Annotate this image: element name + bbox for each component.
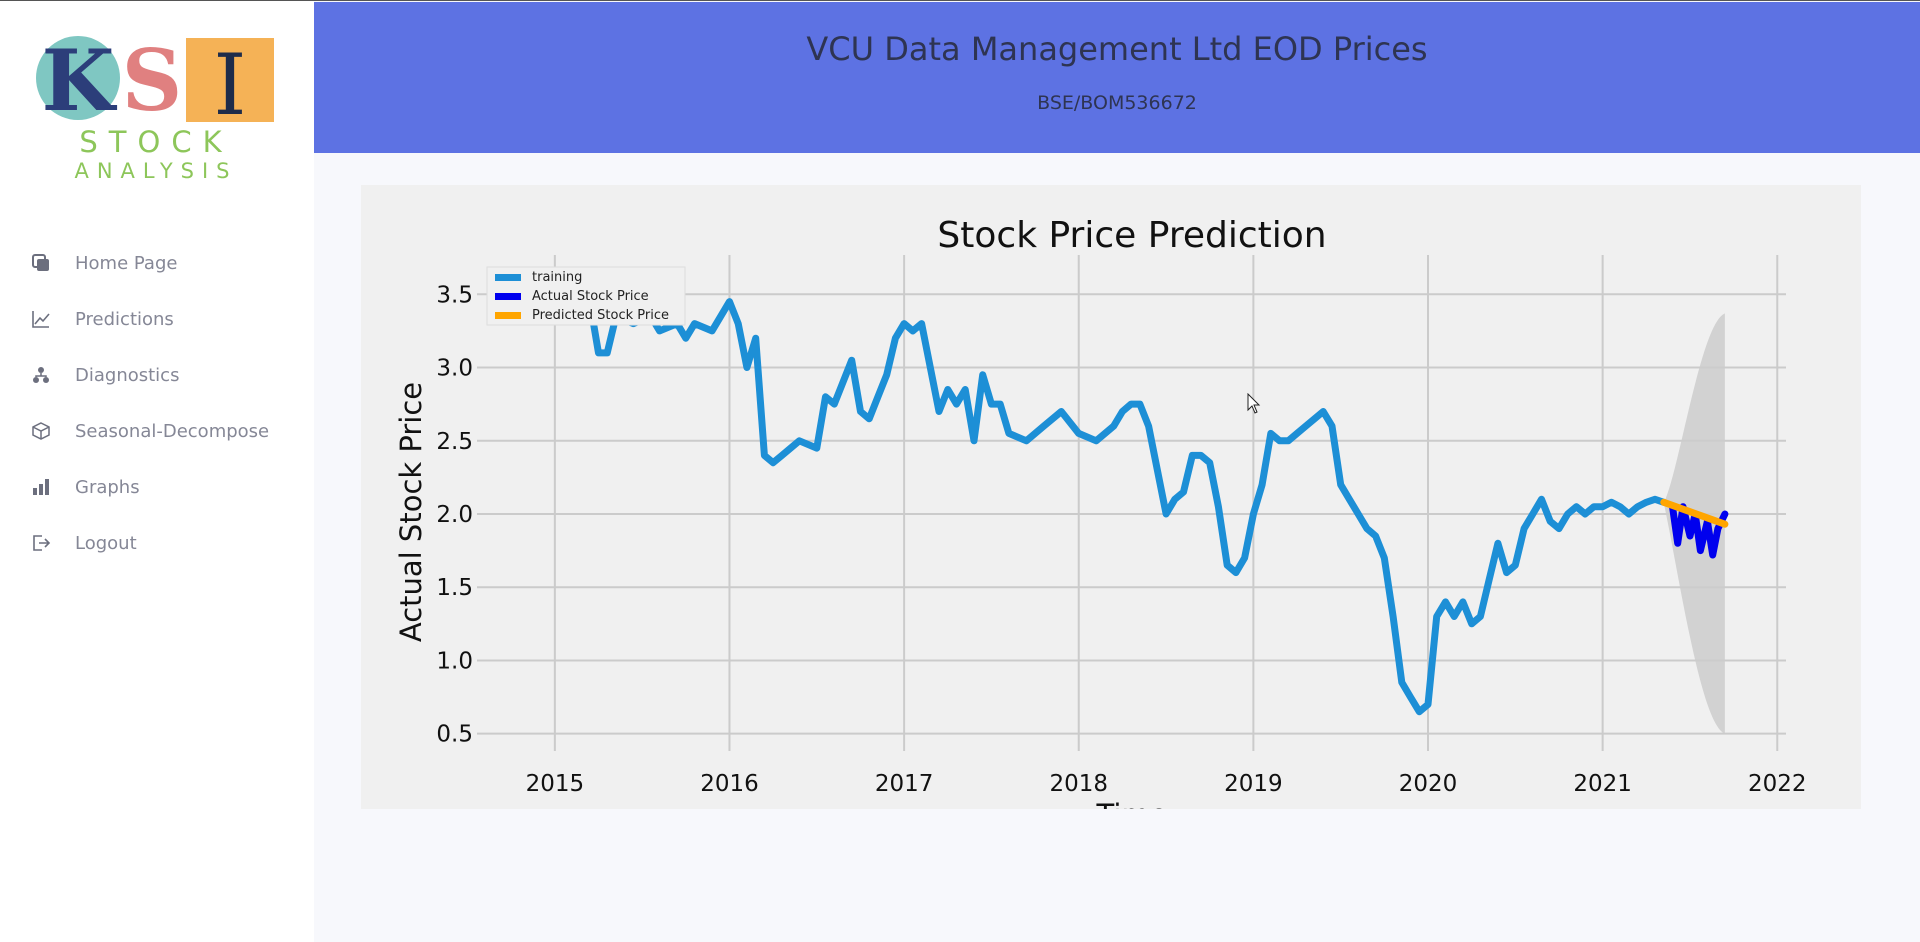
window-top-border [0,0,1920,1]
x-tick-label: 2021 [1573,771,1632,797]
logo-word-analysis: ANALYSIS [74,159,237,183]
y-tick-label: 1.0 [436,648,473,674]
sidebar-item-label: Logout [75,532,137,554]
ksi-logo[interactable]: K S I STOCK ANALYSIS [34,34,278,184]
y-tick-label: 1.5 [436,575,473,601]
logo-letter-i: I [213,36,246,134]
sidebar-item-diagnostics[interactable]: Diagnostics [0,347,314,403]
page-header: VCU Data Management Ltd EOD Prices BSE/B… [314,2,1920,153]
sidebar-item-home-page[interactable]: Home Page [0,235,314,291]
logo-circle [36,36,120,120]
sidebar: K S I STOCK ANALYSIS Home Page Predictio… [0,1,314,942]
y-tick-label: 2.5 [436,429,473,455]
series-line-2 [1660,498,1729,528]
x-tick-label: 2019 [1224,771,1283,797]
logo-square [186,38,274,122]
chart-x-axis-label: Time [1096,798,1168,809]
logout-icon [30,532,52,554]
sidebar-item-label: Diagnostics [75,364,180,386]
stock-price-chart: 2015 2016 2017 2018 2019 2020 2021 2022 0.5 1.0 1.… [394,215,1807,809]
sidebar-item-predictions[interactable]: Predictions [0,291,314,347]
bar-chart-icon [30,476,52,498]
sidebar-item-label: Predictions [75,308,174,330]
chart-title: Stock Price Prediction [937,215,1326,256]
sidebar-item-graphs[interactable]: Graphs [0,459,314,515]
logo-word-stock: STOCK [79,125,232,159]
sidebar-nav: Home Page Predictions Diagnostics Season… [0,235,314,571]
y-tick-label: 3.5 [436,282,473,308]
series-line-1 [1669,503,1729,559]
legend-swatch-actual [495,293,521,300]
y-tick-label: 3.0 [436,356,473,382]
legend-swatch-training [495,274,521,281]
logo-letter-k: K [41,34,117,130]
x-tick-label: 2018 [1049,771,1108,797]
x-tick-label: 2017 [875,771,934,797]
copy-icon [30,252,52,274]
series-line-0 [551,298,1668,716]
y-tick-label: 2.0 [436,502,473,528]
x-tick-label: 2020 [1399,771,1458,797]
legend-label-training: training [532,270,582,285]
cube-icon [30,420,52,442]
page-title: VCU Data Management Ltd EOD Prices [806,30,1428,68]
x-tick-label: 2016 [700,771,759,797]
mouse-cursor-icon [1247,393,1261,414]
chart-y-axis-label: Actual Stock Price [394,382,428,642]
line-chart-icon [30,308,52,330]
sidebar-item-label: Home Page [75,252,178,274]
sidebar-item-seasonal-decompose[interactable]: Seasonal-Decompose [0,403,314,459]
y-tick-label: 0.5 [436,722,473,748]
legend-label-predicted: Predicted Stock Price [532,308,669,323]
chart-series [551,298,1729,716]
sidebar-item-logout[interactable]: Logout [0,515,314,571]
x-tick-label: 2015 [526,771,585,797]
chart-legend: training Actual Stock Price Predicted St… [486,266,686,326]
chart-ticks: 2015 2016 2017 2018 2019 2020 2021 2022 0.5 1.0 1.… [436,282,1806,797]
logo-letter-s: S [122,34,183,130]
page-subtitle: BSE/BOM536672 [1037,92,1197,114]
sitemap-icon [30,364,52,386]
x-tick-label: 2022 [1748,771,1807,797]
legend-label-actual: Actual Stock Price [532,289,649,304]
chart-grid [477,255,1786,751]
sidebar-item-label: Graphs [75,476,140,498]
sidebar-item-label: Seasonal-Decompose [75,420,270,442]
legend-swatch-predicted [495,312,521,319]
chart-panel: 2015 2016 2017 2018 2019 2020 2021 2022 0.5 1.0 1.… [361,185,1861,809]
